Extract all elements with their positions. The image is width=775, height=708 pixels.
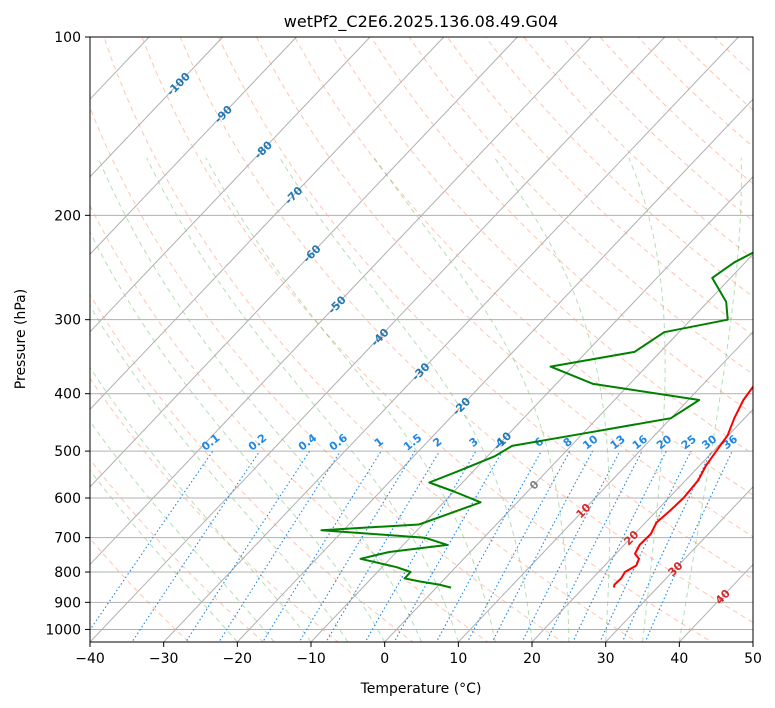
x-tick-label: 10 [449,651,467,667]
y-tick-label: 700 [54,531,81,547]
dry-adiabat [90,293,414,642]
chart-title: wetPf2_C2E6.2025.136.08.49.G04 [284,12,558,32]
moist-adiabat [97,157,422,642]
mixing-ratio-line [364,450,477,642]
isotherm-line [384,253,753,642]
mixing-ratio-line [545,450,643,642]
y-tick-label: 500 [54,444,81,460]
isotherm-line [310,176,753,642]
mixing-ratio-line [325,450,441,642]
mixing-ratio-line [621,450,712,642]
y-tick-label: 800 [54,565,81,581]
isotherm-line [236,98,753,642]
mixing-ratio-line [393,450,503,642]
dry-adiabat [90,377,339,642]
temperature-line [612,385,753,588]
x-tick-label: −10 [296,651,326,667]
dry-adiabat [256,37,753,538]
y-tick-label: 900 [54,595,81,611]
x-tick-label: 20 [523,651,541,667]
y-tick-label: 1000 [45,622,81,638]
isotherm-line [457,331,753,642]
y-tick-label: 300 [54,313,81,329]
y-axis: 100 200 300 400 500 600 700 800 900 1000 [45,30,90,638]
x-tick-label: 50 [744,651,762,667]
mixing-ratio-line [218,450,341,642]
mixing-ratio-line [185,450,311,642]
isotherm-line [90,37,297,256]
mixing-ratio-line [90,450,214,631]
mixing-ratio-line [644,450,733,642]
plot-frame [89,36,754,643]
dry-adiabat [637,37,753,148]
y-tick-label: 200 [54,208,81,224]
x-tick-label: 0 [380,651,389,667]
mixing-ratio-line [435,450,542,642]
mixing-ratio-line [298,450,416,642]
y-axis-label: Pressure (hPa) [13,289,29,389]
isotherm-line [605,486,753,642]
isotherm-line [90,37,518,488]
dewpoint-line [320,251,753,589]
isotherm-line [90,37,666,642]
y-tick-label: 400 [54,387,81,403]
dry-adiabat [294,37,753,496]
isotherm-line [90,37,445,411]
dry-adiabat [446,37,753,336]
moist-adiabat [146,157,459,642]
isotherm-line [531,408,753,642]
dry-adiabat [599,37,753,185]
x-tick-label: −20 [223,651,253,667]
mixing-ratio-line [572,450,667,642]
dry-adiabat [90,458,265,642]
dry-adiabat [103,37,638,642]
x-tick-label: −30 [149,651,179,667]
background-lines [90,37,753,642]
x-axis: −40 −30 −20 −10 0 10 20 30 40 50 [75,642,762,667]
dry-adiabat [408,37,753,375]
isotherm-line [90,37,592,566]
y-tick-label: 100 [54,30,81,46]
x-tick-label: 40 [670,651,688,667]
dry-adiabat [370,37,753,415]
mixing-ratio-line [131,450,261,642]
dry-adiabat [484,37,753,298]
series-layer [320,251,753,589]
dry-adiabat [332,37,753,455]
x-tick-label: −40 [75,651,105,667]
y-tick-label: 600 [54,491,81,507]
dry-adiabat [90,204,489,642]
isotherm-line [90,37,224,178]
x-tick-label: 30 [597,651,615,667]
mixing-ratio-line [599,450,692,642]
isotherm-line [90,37,371,333]
isotherm-line [163,37,739,642]
x-axis-label: Temperature (°C) [360,681,482,697]
dry-adiabat [217,37,753,580]
